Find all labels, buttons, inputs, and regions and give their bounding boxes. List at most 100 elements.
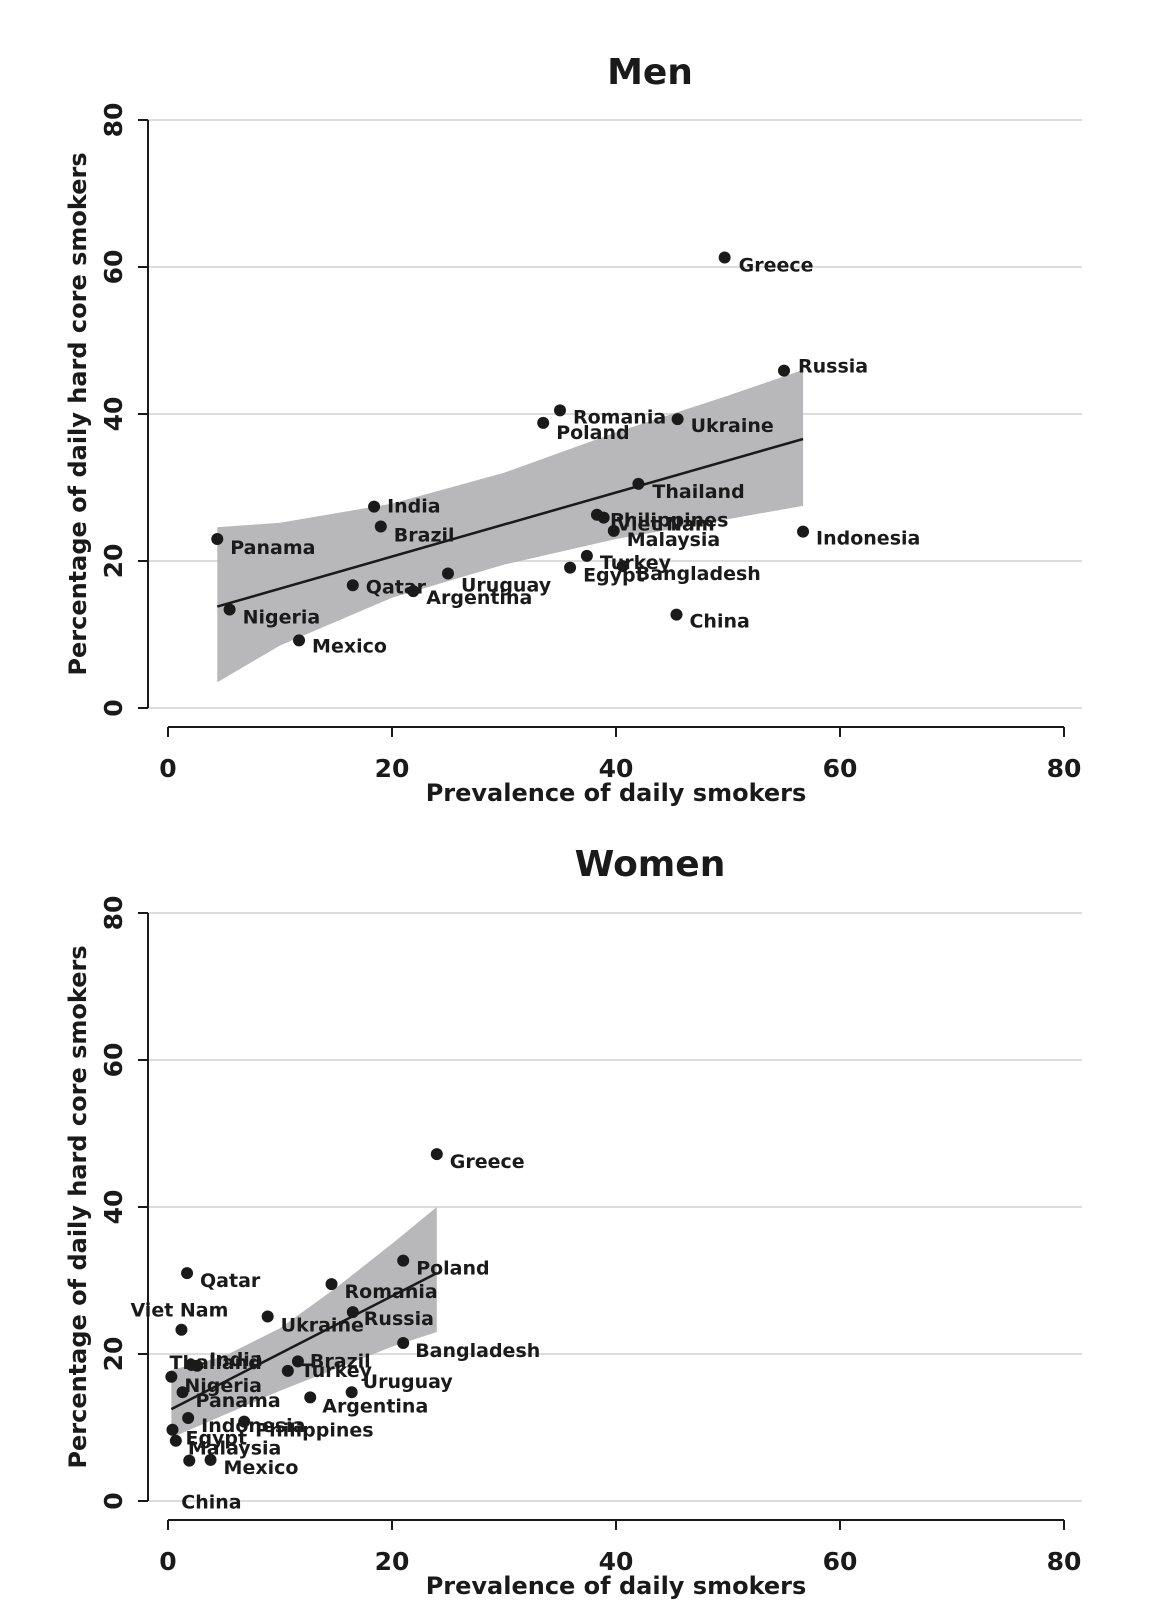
data-point-panama <box>211 532 224 545</box>
data-point-viet-nam <box>175 1323 188 1336</box>
data-point-malaysia <box>607 524 620 537</box>
regression-line <box>170 1272 438 1411</box>
x-tick-label: 60 <box>823 1547 858 1576</box>
point-label-malaysia: Malaysia <box>627 529 721 551</box>
point-label-bangladesh: Bangladesh <box>636 563 761 585</box>
data-point-mexico <box>293 634 306 647</box>
y-tick-label: 20 <box>99 544 128 579</box>
point-label-thailand: Thailand <box>170 1352 262 1374</box>
data-point-china <box>670 608 683 621</box>
x-tick-label: 0 <box>159 1547 176 1576</box>
data-point-turkey <box>281 1364 294 1377</box>
y-tick-label: 40 <box>99 397 128 432</box>
x-tick-label: 80 <box>1047 754 1082 783</box>
chart-panel-women: Women 0 20 40 60 80 0 20 40 60 80 Prevalence of dai… <box>64 844 1082 1600</box>
point-label-mexico: Mexico <box>224 1457 299 1479</box>
data-point-brazil <box>291 1355 304 1368</box>
confidence-band <box>171 1207 437 1438</box>
data-point-malaysia <box>169 1434 182 1447</box>
data-point-greece <box>430 1148 443 1161</box>
data-point-philippines <box>238 1415 251 1428</box>
data-point-nigeria <box>223 603 236 616</box>
data-point-thailand <box>185 1359 198 1372</box>
data-point-turkey <box>580 549 593 562</box>
data-point-ukraine <box>261 1310 274 1323</box>
point-label-poland: Poland <box>416 1258 489 1280</box>
data-point-poland <box>397 1254 410 1267</box>
point-label-egypt: Egypt <box>185 1428 247 1450</box>
x-tick-label: 20 <box>375 1547 410 1576</box>
data-point-argentina <box>304 1391 317 1404</box>
x-axis-title: Prevalence of daily smokers <box>426 779 807 807</box>
point-label-thailand: Thailand <box>652 481 744 503</box>
point-label-ukraine: Ukraine <box>691 415 774 437</box>
data-point-china <box>183 1454 196 1467</box>
point-label-argentina: Argentina <box>322 1395 428 1417</box>
x-tick-label: 80 <box>1047 1547 1082 1576</box>
y-tick-label: 20 <box>99 1337 128 1372</box>
point-label-bangladesh: Bangladesh <box>415 1340 540 1362</box>
point-label-china: China <box>689 611 749 633</box>
point-label-romania: Romania <box>345 1281 438 1303</box>
y-tick-label: 80 <box>99 103 128 138</box>
data-point-thailand <box>632 477 645 490</box>
data-point-uruguay <box>345 1386 358 1399</box>
point-label-qatar: Qatar <box>200 1270 261 1292</box>
point-label-viet-nam: Viet Nam <box>130 1300 228 1322</box>
regression-line <box>216 437 804 608</box>
data-point-indonesia <box>182 1411 195 1424</box>
data-point-poland <box>537 416 550 429</box>
data-point-greece <box>718 251 731 264</box>
point-label-philippines: Philippines <box>610 510 728 532</box>
point-label-mexico: Mexico <box>312 635 387 657</box>
point-label-brazil: Brazil <box>310 1350 371 1372</box>
data-point-qatar <box>346 579 359 592</box>
y-axis-title: Percentage of daily hard core smokers <box>64 152 92 675</box>
data-point-qatar <box>181 1267 194 1280</box>
y-tick-label: 60 <box>99 250 128 285</box>
point-label-romania: Romania <box>573 406 666 428</box>
x-tick-label: 20 <box>375 754 410 783</box>
data-point-egypt <box>166 1423 179 1436</box>
y-axis-title: Percentage of daily hard core smokers <box>64 945 92 1468</box>
data-point-nigeria <box>165 1370 178 1383</box>
data-point-brazil <box>374 520 387 533</box>
point-label-uruguay: Uruguay <box>363 1371 454 1393</box>
data-point-egypt <box>564 561 577 574</box>
data-point-romania <box>554 404 566 417</box>
y-tick-label: 0 <box>99 1492 128 1509</box>
chart-title: Men <box>607 52 693 93</box>
x-tick-label: 0 <box>159 754 176 783</box>
point-label-greece: Greece <box>450 1151 525 1173</box>
y-tick-label: 0 <box>99 699 128 716</box>
point-label-russia: Russia <box>364 1308 434 1330</box>
point-label-viet-nam: Viet Nam <box>617 514 715 536</box>
data-point-indonesia <box>797 525 810 538</box>
chart-panel-men: Men 0 20 40 60 80 0 20 40 60 80 Prevalence of daily… <box>64 52 1082 807</box>
point-label-poland: Poland <box>556 422 629 444</box>
y-tick-label: 60 <box>99 1043 128 1078</box>
y-tick-label: 80 <box>99 896 128 931</box>
x-tick-label: 40 <box>599 754 634 783</box>
data-point-argentina <box>407 585 420 598</box>
point-label-russia: Russia <box>798 356 868 378</box>
data-point-romania <box>325 1278 338 1291</box>
data-point-panama <box>176 1386 189 1399</box>
point-label-panama: Panama <box>196 1390 281 1412</box>
point-label-indonesia: Indonesia <box>201 1415 305 1437</box>
point-label-panama: Panama <box>230 537 315 559</box>
data-point-ukraine <box>671 413 684 426</box>
y-tick-label: 40 <box>99 1190 128 1225</box>
point-label-egypt: Egypt <box>583 565 645 587</box>
point-label-ukraine: Ukraine <box>281 1315 364 1337</box>
data-point-viet-nam <box>597 511 610 524</box>
x-tick-label: 40 <box>599 1547 634 1576</box>
point-label-india: India <box>387 496 441 518</box>
chart-title: Women <box>575 844 726 885</box>
x-axis-title: Prevalence of daily smokers <box>426 1572 807 1600</box>
data-point-russia <box>778 364 790 377</box>
point-label-nigeria: Nigeria <box>184 1375 262 1397</box>
point-label-argentina: Argentina <box>426 587 532 609</box>
point-label-uruguay: Uruguay <box>461 574 552 596</box>
